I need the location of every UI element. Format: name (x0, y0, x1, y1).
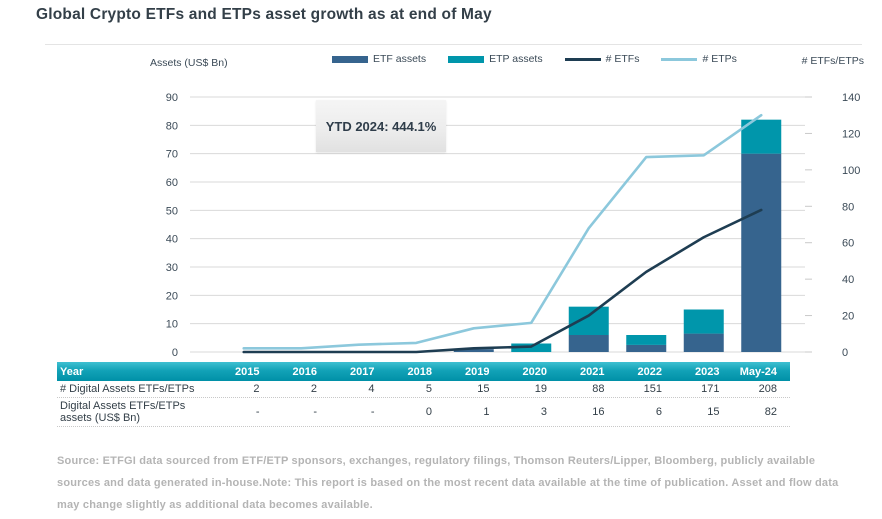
left-axis-title: Assets (US$ Bn) (150, 57, 228, 69)
right-axis-tick-label: 40 (842, 274, 854, 286)
header-cell: May-24 (739, 365, 777, 378)
table-cell: 4 (368, 383, 375, 395)
header-cell: 2015 (235, 365, 260, 378)
etf-assets-bar (453, 349, 494, 352)
legend-label: # ETPs (702, 53, 737, 65)
table-cell: 15 (477, 383, 490, 395)
legend-label: # ETFs (605, 53, 640, 65)
legend-item-etps: # ETPs (661, 53, 737, 65)
legend-swatch-icon (564, 57, 601, 61)
table-cell: 15 (707, 406, 720, 418)
header-cell-year: Year (60, 365, 84, 378)
table-cell: 1 (483, 406, 490, 418)
etp-assets-bar (626, 335, 667, 345)
right-axis-tick-label: 100 (842, 165, 860, 177)
page-title: Global Crypto ETFs and ETPs asset growth… (36, 6, 492, 23)
table-header-row: Year 2015 2016 2017 2018 2019 2020 2021 2022 2023… (57, 362, 790, 381)
table-cell: 88 (592, 383, 605, 395)
table-cell: 2 (253, 383, 260, 395)
right-axis-tick-label: 140 (842, 92, 860, 104)
table-cell: 19 (534, 383, 547, 395)
table-cell: 16 (592, 406, 605, 418)
legend-item-etfs: # ETFs (564, 53, 640, 65)
right-axis-tick-label: 60 (842, 238, 854, 250)
table-cell: 0 (425, 406, 432, 418)
left-axis-tick-label: 10 (166, 319, 178, 331)
row-label: # Digital Assets ETFs/ETPs (60, 383, 195, 395)
table-row: # Digital Assets ETFs/ETPs 2 2 4 5 15 19 88 151 1… (57, 381, 790, 398)
data-table: Year 2015 2016 2017 2018 2019 2020 2021 2022 2023… (57, 362, 790, 427)
legend-item-etf-assets: ETF assets (332, 53, 426, 65)
legend-swatch-icon (448, 55, 485, 63)
table-cell: 151 (643, 383, 662, 395)
right-axis-tick-label: 120 (842, 128, 860, 140)
header-cell: 2022 (637, 365, 662, 378)
etp-assets-bar (568, 306, 609, 335)
left-axis-tick-label: 60 (166, 177, 178, 189)
legend-label: ETP assets (489, 53, 543, 65)
left-axis-tick-label: 90 (166, 92, 178, 104)
etf-assets-bar (568, 335, 609, 352)
source-footnote: Source: ETFGI data sourced from ETF/ETP … (57, 455, 839, 511)
right-axis-tick-label: 80 (842, 201, 854, 213)
table-cell: - (370, 406, 375, 418)
header-cell: 2018 (407, 365, 432, 378)
right-axis-title: # ETFs/ETPs (801, 55, 864, 67)
header-cell: 2019 (465, 365, 490, 378)
etf-assets-bar (683, 333, 724, 352)
right-axis-tick-label: 0 (842, 347, 848, 359)
table-cell: 5 (425, 383, 432, 395)
legend-item-etp-assets: ETP assets (448, 53, 543, 65)
header-cell: 2016 (292, 365, 317, 378)
table-cell: 208 (758, 383, 777, 395)
left-axis-tick-label: 30 (166, 262, 178, 274)
legend-label: ETF assets (373, 53, 427, 65)
table-row: Digital Assets ETFs/ETPs assets (US$ Bn)… (57, 398, 790, 427)
ytd-annotation: YTD 2024: 444.1% (316, 100, 446, 152)
legend-swatch-icon (332, 55, 368, 63)
etps-count-line (242, 113, 763, 350)
etfs-count-line (242, 208, 763, 354)
chart-legend: ETF assets ETP assets # ETFs # ETPs (332, 53, 737, 65)
table-cell: 6 (655, 406, 662, 418)
table-cell: 82 (764, 406, 777, 418)
header-cell: 2017 (350, 365, 375, 378)
right-axis-tick-label: 20 (842, 311, 854, 323)
header-cell: 2023 (695, 365, 720, 378)
left-axis-tick-label: 70 (166, 149, 178, 161)
left-axis-tick-label: 0 (172, 347, 178, 359)
left-axis-tick-label: 50 (166, 205, 178, 217)
table-cell: - (255, 406, 260, 418)
etp-assets-bar (683, 309, 724, 334)
header-cell: 2020 (522, 365, 547, 378)
left-axis-tick-label: 20 (166, 290, 178, 302)
table-cell: 3 (540, 406, 547, 418)
header-cell: 2021 (580, 365, 605, 378)
table-cell: 2 (310, 383, 317, 395)
row-label: Digital Assets ETFs/ETPs assets (US$ Bn) (60, 400, 186, 424)
title-divider (45, 44, 862, 45)
left-axis-tick-label: 80 (166, 120, 178, 132)
left-axis-tick-label: 40 (166, 234, 178, 246)
legend-swatch-icon (661, 57, 698, 61)
table-cell: 171 (701, 383, 720, 395)
etf-assets-bar (741, 153, 782, 352)
table-cell: - (313, 406, 317, 418)
etf-assets-bar (626, 344, 667, 352)
